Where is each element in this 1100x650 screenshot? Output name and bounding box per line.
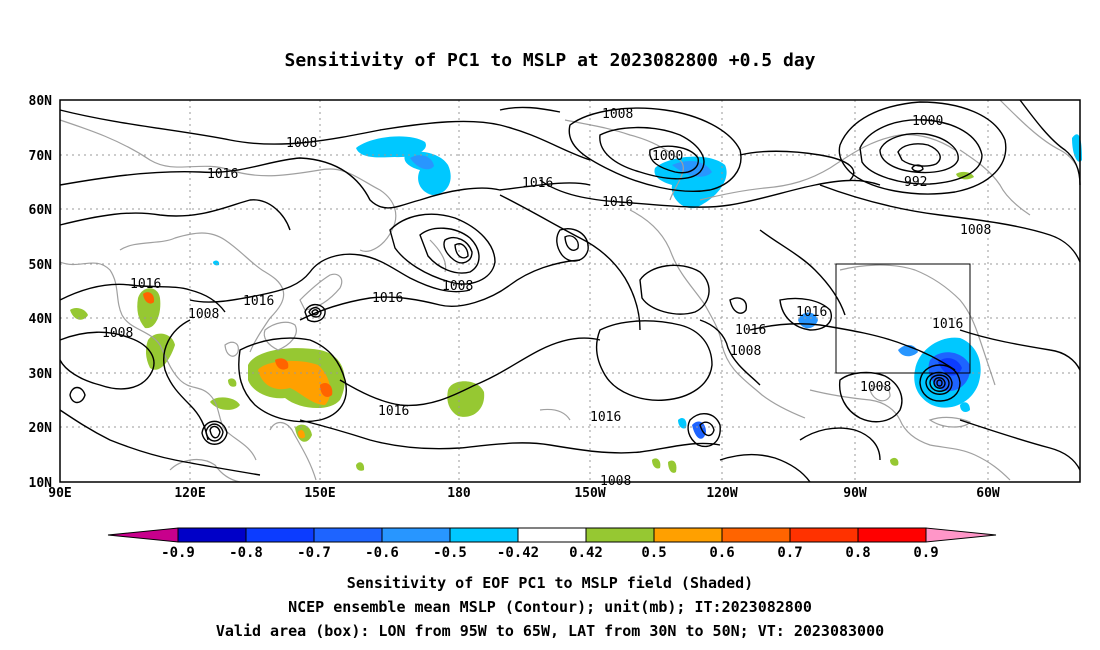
isobar-label: 1008	[960, 223, 991, 238]
lon-tick-label: 180	[447, 486, 471, 501]
shade-neg-13	[678, 417, 687, 429]
shade-pos-12	[298, 429, 305, 439]
isobar-label: 992	[904, 175, 927, 190]
isobar-label: 1016	[602, 195, 633, 210]
caption-line-2: NCEP ensemble mean MSLP (Contour); unit(…	[288, 598, 812, 616]
isobar-label: 1000	[652, 149, 683, 164]
colorbar-tick-label: 0.42	[569, 545, 603, 561]
colorbar-tick-label: 0.7	[777, 545, 802, 561]
lon-tick-label: 120W	[706, 486, 737, 501]
caption-line-1: Sensitivity of EOF PC1 to MSLP field (Sh…	[346, 574, 754, 592]
isobar-label: 1016	[590, 410, 621, 425]
shade-pos-4	[70, 307, 88, 320]
isobar-label: 1016	[932, 317, 963, 332]
isobar-label: 1008	[602, 107, 633, 122]
colorbar-swatch	[381, 527, 451, 543]
shade-neg-14	[960, 402, 970, 413]
colorbar-swatch	[517, 527, 587, 543]
colorbar-swatch	[177, 527, 247, 543]
shade-neg-12	[692, 421, 706, 439]
isobar-labels: 1008 1016 1016 1008 1016 1008 1016 1008 …	[102, 107, 991, 489]
shade-pos-13	[228, 378, 237, 387]
isobar-label: 1000	[912, 114, 943, 129]
isobar-label: 1008	[188, 307, 219, 322]
colorbar-swatch	[857, 527, 927, 543]
caption-line-3: Valid area (box): LON from 95W to 65W, L…	[215, 622, 885, 640]
lon-tick-label: 90W	[843, 486, 867, 501]
colorbar-swatch	[585, 527, 655, 543]
lon-tick-label: 150W	[574, 486, 605, 501]
lon-tick-label: 120E	[174, 486, 205, 501]
colorbar-end-high	[925, 527, 997, 543]
shade-pos-7	[275, 358, 289, 370]
shade-neg-1	[356, 136, 426, 158]
isobar-contours	[59, 99, 1081, 483]
shade-pos-10	[210, 397, 240, 410]
lat-tick-label: 30N	[29, 367, 53, 382]
shade-pos-8	[320, 383, 333, 397]
shade-neg-3	[410, 155, 434, 170]
colorbar-tick-label: -0.7	[297, 545, 331, 561]
colorbar-tick-label: -0.5	[433, 545, 467, 561]
colorbar-tick-label: 0.6	[709, 545, 734, 561]
colorbar-tick-label: 0.8	[845, 545, 870, 561]
shade-neg-15	[213, 260, 220, 266]
isobar-label: 1016	[372, 291, 403, 306]
colorbar-swatch	[449, 527, 519, 543]
colorbar-swatch	[245, 527, 315, 543]
isobar-label: 1008	[286, 136, 317, 151]
isobar-label: 1016	[796, 305, 827, 320]
lon-tick-label: 90E	[48, 486, 71, 501]
isobar-label: 1008	[442, 279, 473, 294]
lat-tick-label: 50N	[29, 258, 53, 273]
colorbar-swatch	[653, 527, 723, 543]
lon-tick-label: 150E	[304, 486, 335, 501]
colorbar-tick-label: -0.42	[497, 545, 539, 561]
shade-neg-5	[672, 160, 712, 177]
colorbar: -0.9 -0.8 -0.7 -0.6 -0.5 -0.42 0.42 0.5 0.6 0.7 0.…	[107, 527, 997, 561]
isobar-label: 1016	[243, 294, 274, 309]
lat-axis: 80N 70N 60N 50N 40N 30N 20N 10N	[29, 94, 53, 491]
isobar-label: 1008	[860, 380, 891, 395]
isobar-label: 1016	[207, 167, 238, 182]
isobar-label: 1016	[130, 277, 161, 292]
map-title: Sensitivity of PC1 to MSLP at 2023082800…	[284, 50, 816, 71]
colorbar-swatch	[313, 527, 383, 543]
lat-tick-label: 70N	[29, 149, 53, 164]
lon-axis: 90E 120E 150E 180 150W 120W 90W 60W	[48, 486, 1000, 501]
colorbar-tick-label: 0.5	[641, 545, 666, 561]
lat-tick-label: 60N	[29, 203, 53, 218]
colorbar-swatch	[721, 527, 791, 543]
shade-pos-2	[143, 292, 155, 304]
shade-pos-18	[890, 457, 899, 466]
shade-pos-15	[652, 458, 661, 469]
isobar-label: 1016	[735, 323, 766, 338]
valid-area-box	[835, 263, 971, 374]
colorbar-swatch	[789, 527, 859, 543]
shade-pos-6	[258, 360, 331, 405]
lon-tick-label: 60W	[976, 486, 1000, 501]
colorbar-end-low	[107, 527, 179, 543]
colorbar-tick-label: -0.9	[161, 545, 195, 561]
isobar-label: 1016	[522, 176, 553, 191]
lat-lon-grid	[60, 100, 1080, 482]
lat-tick-label: 80N	[29, 94, 53, 109]
isobar-label: 1008	[730, 344, 761, 359]
shade-pos-9	[447, 381, 485, 417]
lat-tick-label: 20N	[29, 421, 53, 436]
shade-pos-14	[356, 462, 365, 471]
isobar-label: 1008	[102, 326, 133, 341]
lat-tick-label: 40N	[29, 312, 53, 327]
colorbar-tick-label: 0.9	[913, 545, 938, 561]
colorbar-tick-label: -0.6	[365, 545, 399, 561]
map-frame	[59, 99, 1081, 483]
shade-pos-16	[668, 460, 677, 473]
shade-pos-1	[137, 288, 161, 329]
lat-tick-label: 10N	[29, 476, 53, 491]
isobar-label: 1016	[378, 404, 409, 419]
colorbar-tick-label: -0.8	[229, 545, 263, 561]
